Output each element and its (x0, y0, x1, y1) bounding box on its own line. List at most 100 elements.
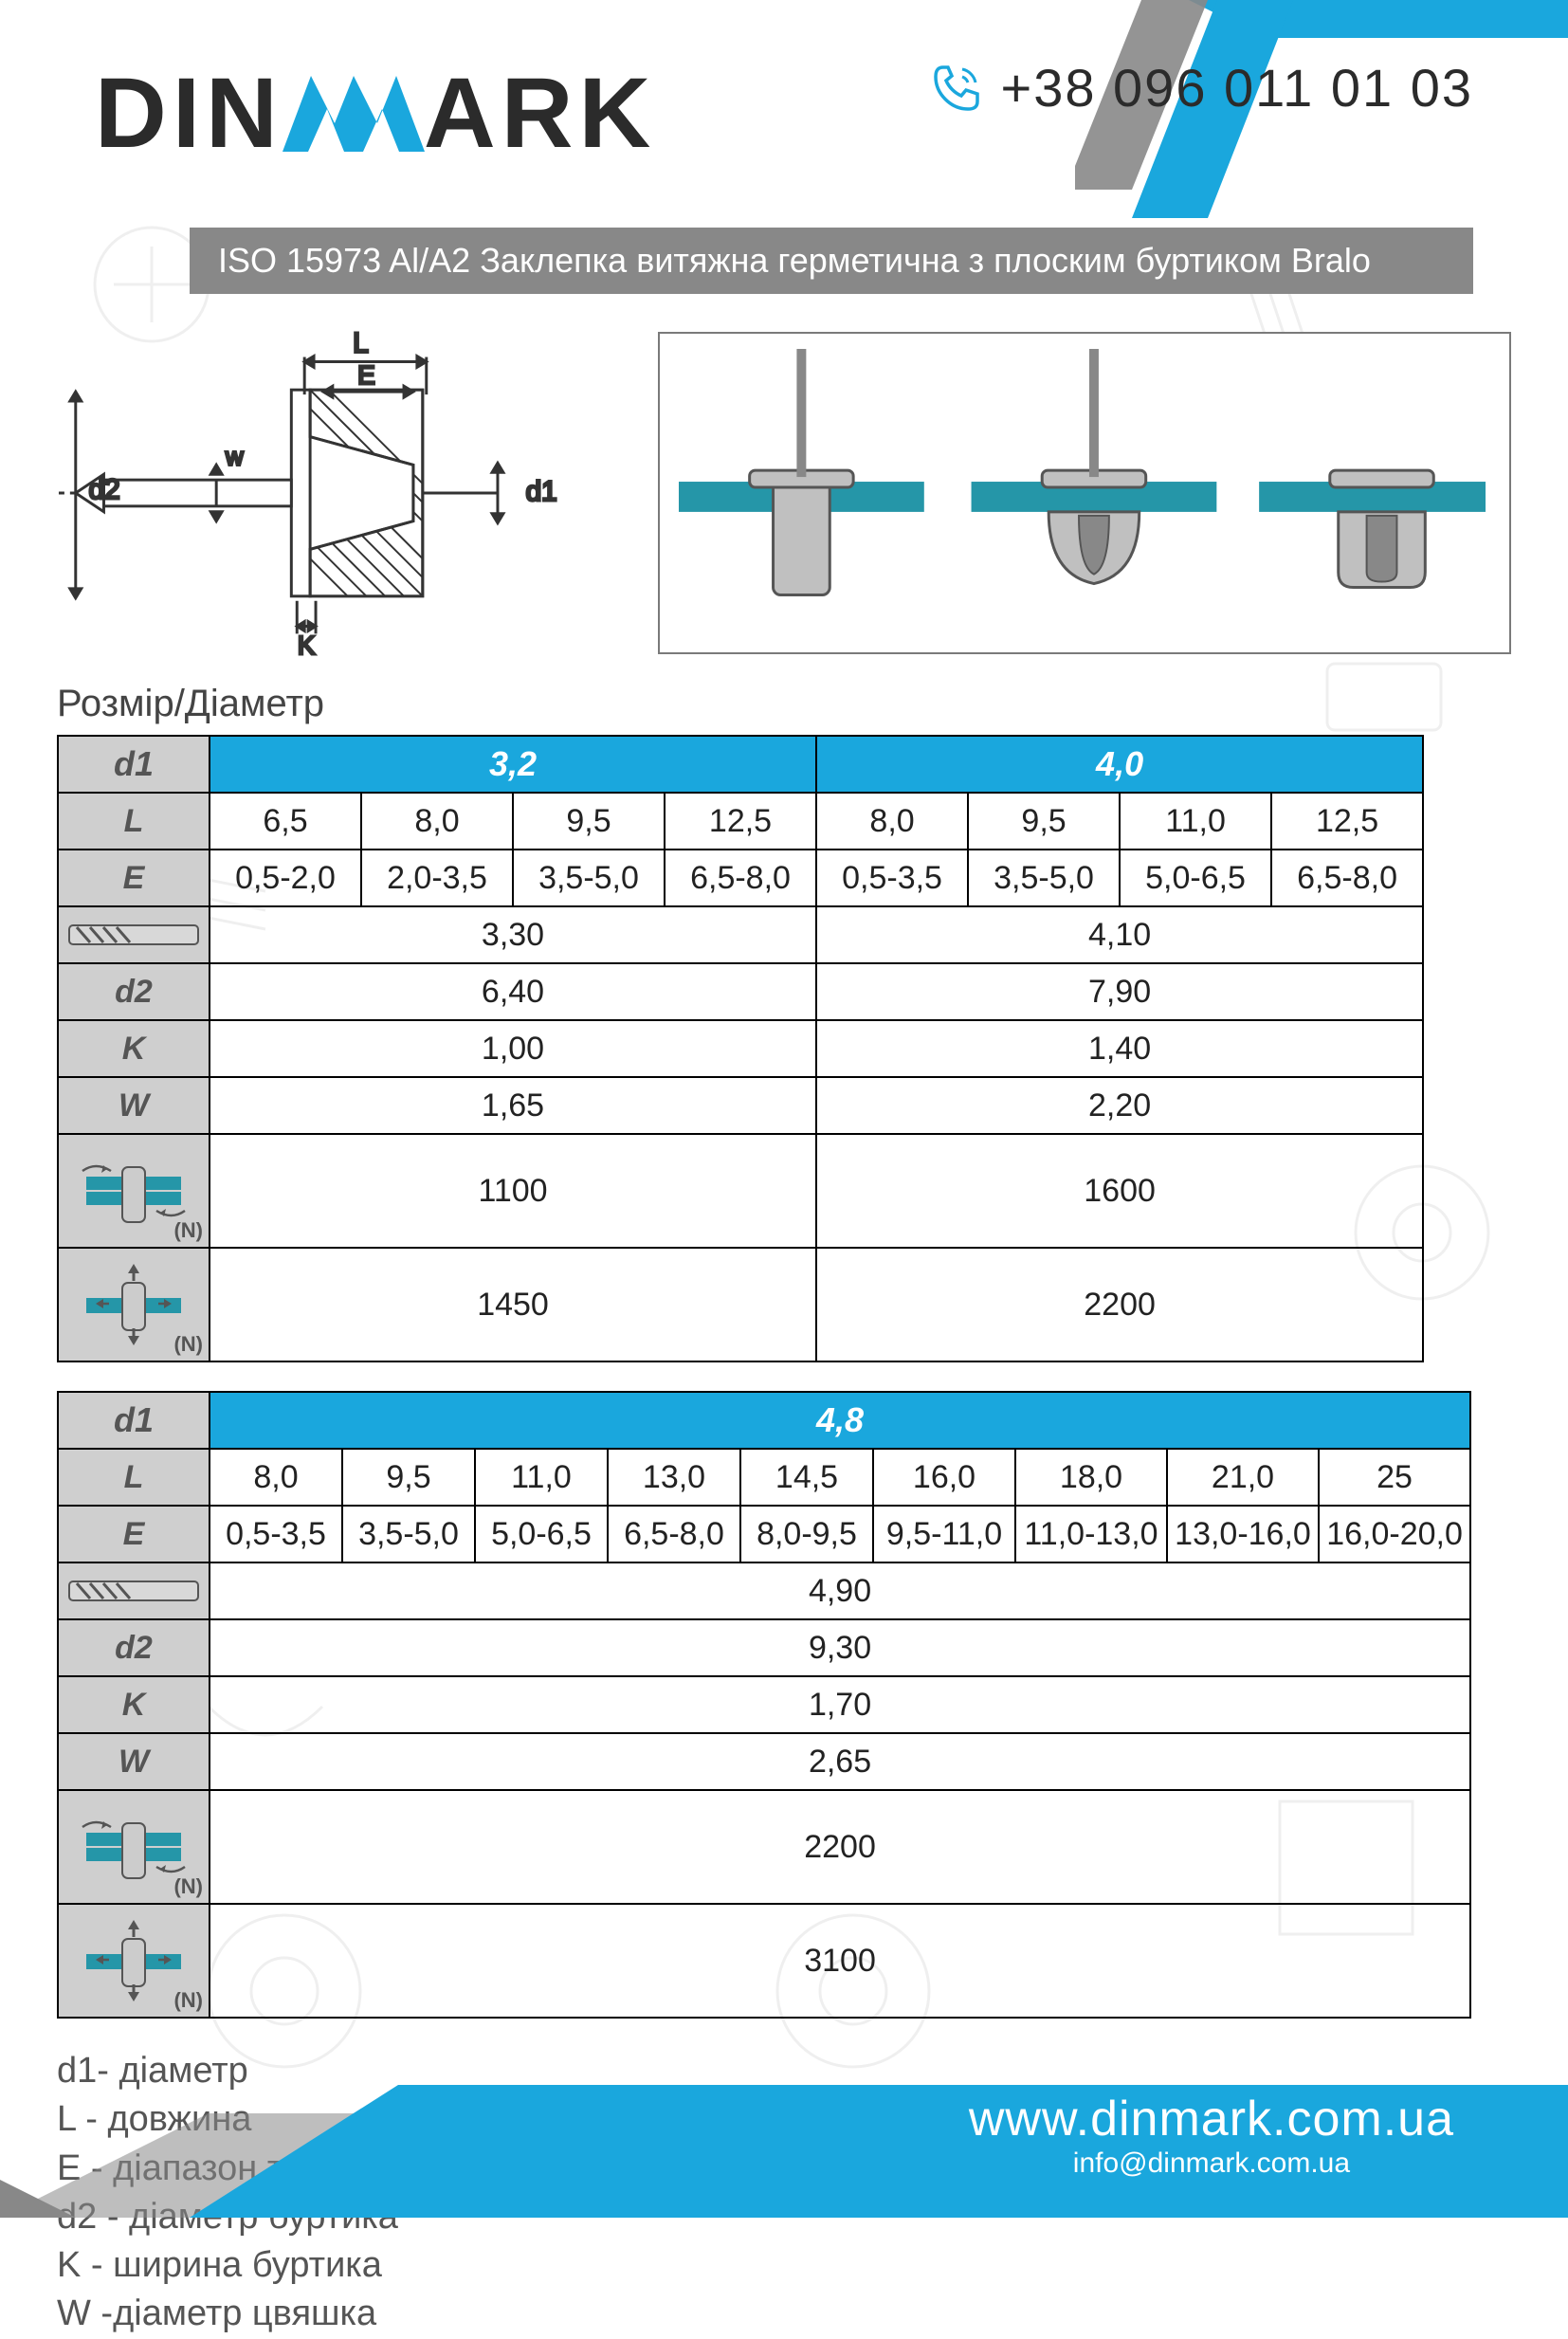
cell-L: 8,0 (816, 793, 968, 850)
legend-line: K - ширина буртика (57, 2241, 1568, 2290)
row-shear: (N)11001600 (58, 1134, 1423, 1248)
cell-E: 5,0-6,5 (1120, 850, 1271, 906)
row-tensile: (N)3100 (58, 1904, 1470, 2018)
cell-L: 16,0 (873, 1449, 1015, 1506)
cell-W-label: W (58, 1733, 210, 1790)
cell-E: 0,5-3,5 (816, 850, 968, 906)
diagram-installation (658, 332, 1511, 654)
cell-E-label: E (58, 850, 210, 906)
row-tensile: (N)14502200 (58, 1248, 1423, 1361)
phone-block: +38 096 011 01 03 (930, 57, 1473, 119)
cell-L: 13,0 (608, 1449, 740, 1506)
cell-d1-label: d1 (58, 736, 210, 793)
tensile-icon: (N) (58, 1904, 210, 2018)
shear-icon: (N) (58, 1134, 210, 1248)
cell-L: 8,0 (361, 793, 513, 850)
cell-d1-value: 4,0 (816, 736, 1423, 793)
cell-E: 6,5-8,0 (1271, 850, 1423, 906)
cell-E: 13,0-16,0 (1167, 1506, 1319, 1562)
svg-text:E: E (357, 360, 374, 390)
cell-E: 9,5-11,0 (873, 1506, 1015, 1562)
cell-E: 0,5-2,0 (210, 850, 361, 906)
cell-L: 11,0 (475, 1449, 608, 1506)
shear-icon: (N) (58, 1790, 210, 1904)
cell-L: 9,5 (513, 793, 665, 850)
cell-L: 11,0 (1120, 793, 1271, 850)
cell-L-label: L (58, 1449, 210, 1506)
row-W: W2,65 (58, 1733, 1470, 1790)
cell-E: 6,5-8,0 (608, 1506, 740, 1562)
row-d1: d13,24,0 (58, 736, 1423, 793)
svg-text:w: w (225, 444, 244, 470)
cell-E: 8,0-9,5 (740, 1506, 873, 1562)
cell-W: 1,65 (210, 1077, 816, 1134)
cell-L: 25 (1319, 1449, 1470, 1506)
row-K: K1,001,40 (58, 1020, 1423, 1077)
cell-E-label: E (58, 1506, 210, 1562)
svg-text:d2: d2 (89, 474, 120, 505)
cell-E: 3,5-5,0 (342, 1506, 475, 1562)
section-label: Розмір/Діаметр (0, 683, 1568, 735)
cell-tensile: 2200 (816, 1248, 1423, 1361)
legend-line: L - довжина (57, 2095, 1568, 2144)
cell-W-label: W (58, 1077, 210, 1134)
cell-W: 2,20 (816, 1077, 1423, 1134)
row-L: L6,58,09,512,58,09,511,012,5 (58, 793, 1423, 850)
logo-m-icon (278, 71, 429, 156)
cell-d1-value: 4,8 (210, 1392, 1470, 1449)
cell-K-label: K (58, 1020, 210, 1077)
row-d2: d26,407,90 (58, 963, 1423, 1020)
cell-W: 2,65 (210, 1733, 1470, 1790)
diagrams-row: L E K d1 d2 w (0, 322, 1568, 683)
legend-line: d1- діаметр (57, 2047, 1568, 2095)
legend-line: W -діаметр цвяшка (57, 2290, 1568, 2338)
legend-line: E - діапазон товщини (57, 2145, 1568, 2193)
cell-E: 6,5-8,0 (665, 850, 816, 906)
cell-L: 21,0 (1167, 1449, 1319, 1506)
cell-L-label: L (58, 793, 210, 850)
cell-L: 14,5 (740, 1449, 873, 1506)
row-d2: d29,30 (58, 1619, 1470, 1676)
cell-d2: 6,40 (210, 963, 816, 1020)
row-W: W1,652,20 (58, 1077, 1423, 1134)
title-bar: ISO 15973 Al/A2 Заклепка витяжна гермети… (190, 228, 1473, 294)
cell-K: 1,70 (210, 1676, 1470, 1733)
cell-E: 3,5-5,0 (968, 850, 1120, 906)
cell-K: 1,40 (816, 1020, 1423, 1077)
mandrel-icon (58, 906, 210, 963)
row-E: E0,5-3,53,5-5,05,0-6,56,5-8,08,0-9,59,5-… (58, 1506, 1470, 1562)
cell-L: 9,5 (342, 1449, 475, 1506)
spec-table-2: d14,8L8,09,511,013,014,516,018,021,025E0… (57, 1391, 1471, 2019)
cell-shear: 1100 (210, 1134, 816, 1248)
cell-L: 8,0 (210, 1449, 342, 1506)
row-mandrel: 4,90 (58, 1562, 1470, 1619)
row-shear: (N)2200 (58, 1790, 1470, 1904)
cell-tensile: 3100 (210, 1904, 1470, 2018)
row-L: L8,09,511,013,014,516,018,021,025 (58, 1449, 1470, 1506)
cell-mandrel: 4,90 (210, 1562, 1470, 1619)
row-d1: d14,8 (58, 1392, 1470, 1449)
phone-number: +38 096 011 01 03 (1000, 57, 1473, 119)
cell-L: 12,5 (665, 793, 816, 850)
cell-d1-label: d1 (58, 1392, 210, 1449)
svg-text:d1: d1 (526, 476, 557, 507)
phone-icon (930, 62, 983, 115)
legend: d1- діаметр L - довжина E - діапазон тов… (0, 2047, 1568, 2339)
logo-text-right: ARK (424, 57, 656, 171)
cell-E: 0,5-3,5 (210, 1506, 342, 1562)
cell-E: 3,5-5,0 (513, 850, 665, 906)
cell-d2-label: d2 (58, 963, 210, 1020)
cell-L: 9,5 (968, 793, 1120, 850)
mandrel-icon (58, 1562, 210, 1619)
cell-L: 18,0 (1015, 1449, 1167, 1506)
cell-L: 12,5 (1271, 793, 1423, 850)
logo-text-left: DIN (95, 57, 283, 171)
cell-mandrel: 4,10 (816, 906, 1423, 963)
row-mandrel: 3,304,10 (58, 906, 1423, 963)
cell-mandrel: 3,30 (210, 906, 816, 963)
logo: DIN ARK (95, 57, 656, 171)
cell-d2: 9,30 (210, 1619, 1470, 1676)
cell-shear: 1600 (816, 1134, 1423, 1248)
svg-text:L: L (353, 328, 369, 359)
cell-shear: 2200 (210, 1790, 1470, 1904)
